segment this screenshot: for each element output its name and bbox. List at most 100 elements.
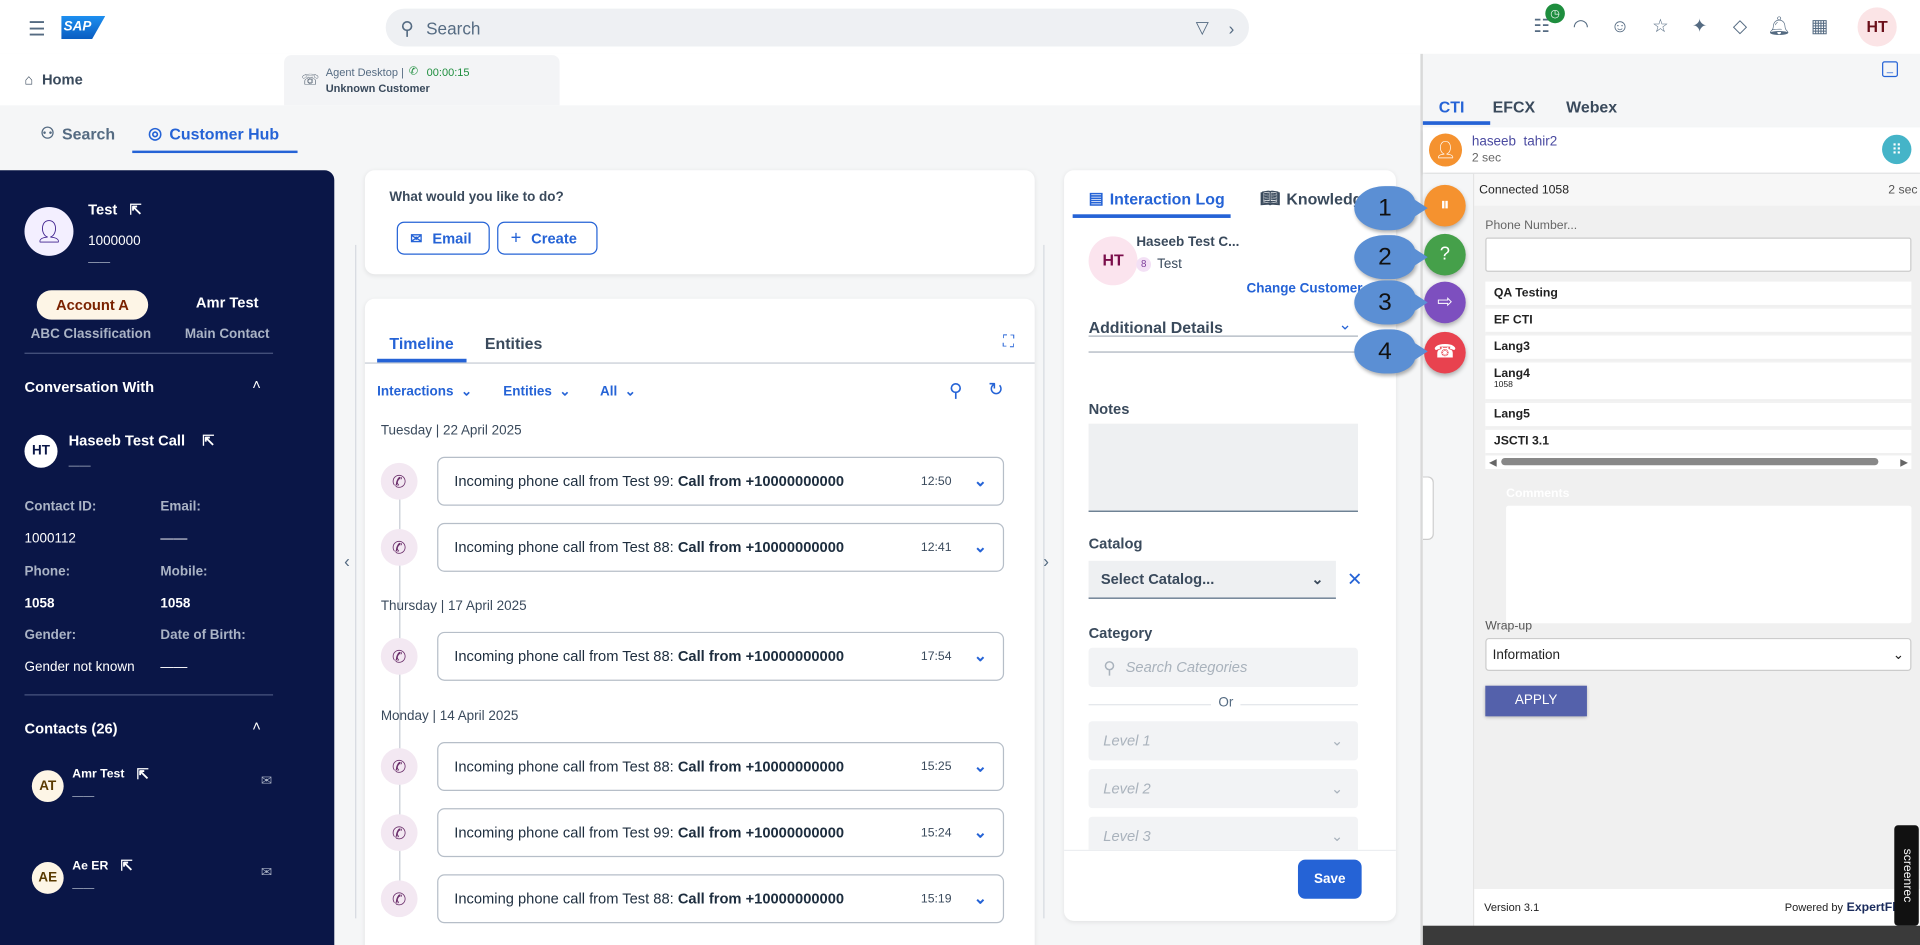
- interaction-queue-icon[interactable]: ☷ ◷: [1528, 3, 1565, 40]
- transfer-call-button[interactable]: ⇨: [1424, 281, 1466, 324]
- refresh-icon[interactable]: ↻: [988, 379, 1004, 401]
- external-link-icon[interactable]: ⇱: [129, 200, 142, 218]
- queue-item[interactable]: Lang4 1058: [1485, 362, 1912, 402]
- timeline-item[interactable]: Incoming phone call from Test 88: Call f…: [437, 522, 1005, 572]
- bottom-bar: [1422, 925, 1920, 945]
- dialpad-button[interactable]: ⠿: [1882, 134, 1912, 165]
- category-search-input[interactable]: ⚲ Search Categories: [1088, 647, 1358, 687]
- queue-item[interactable]: QA Testing: [1485, 281, 1912, 308]
- level-1-select[interactable]: Level 1 ⌄: [1088, 721, 1358, 761]
- consult-call-button[interactable]: ?: [1424, 233, 1466, 276]
- catalog-select[interactable]: Select Catalog... ⌄: [1088, 560, 1336, 599]
- clear-icon[interactable]: ✕: [1346, 569, 1363, 591]
- item-subject: Call from +10000000000: [677, 757, 845, 776]
- chevron-down-icon[interactable]: ⌄: [973, 646, 987, 665]
- chevron-down-icon[interactable]: ⌄: [973, 471, 987, 490]
- timeline-item[interactable]: Incoming phone call from Test 88: Call f…: [437, 631, 1005, 681]
- filter-icon[interactable]: ▽: [1195, 17, 1209, 37]
- grid-icon[interactable]: ▦: [1810, 15, 1829, 37]
- user-avatar[interactable]: HT: [1857, 7, 1897, 47]
- resize-handle[interactable]: [1422, 476, 1434, 541]
- level-label: Level 1: [1103, 732, 1151, 750]
- filter-entities[interactable]: Entities ⌄: [503, 383, 570, 399]
- tab-entities[interactable]: Entities: [484, 334, 543, 353]
- hold-call-button[interactable]: ⏸︎: [1424, 184, 1466, 227]
- star-icon[interactable]: ☆: [1652, 15, 1669, 37]
- chevron-right-icon[interactable]: ›: [1228, 17, 1235, 38]
- item-subject: Call from +10000000000: [677, 472, 845, 490]
- level-3-select[interactable]: Level 3 ⌄: [1088, 816, 1358, 856]
- menu-icon[interactable]: ☰: [28, 19, 46, 41]
- level-2-select[interactable]: Level 2 ⌄: [1088, 768, 1358, 809]
- timeline-item[interactable]: Incoming phone call from Test 88: Call f…: [437, 874, 1005, 924]
- sap-logo[interactable]: SAP: [61, 15, 106, 40]
- tab-efcx[interactable]: EFCX: [1492, 97, 1536, 117]
- queue-item[interactable]: JSCTI 3.1: [1485, 429, 1912, 456]
- change-customer-link[interactable]: Change Customer: [1246, 281, 1363, 297]
- chevron-down-icon[interactable]: ⌄: [1338, 314, 1352, 334]
- collapse-right-icon[interactable]: ›: [1043, 551, 1049, 571]
- filter-interactions[interactable]: Interactions ⌄: [377, 383, 472, 399]
- tab-interaction-log[interactable]: ▤ Interaction Log: [1089, 189, 1225, 209]
- search-icon[interactable]: ⚲: [948, 380, 963, 402]
- external-link-icon[interactable]: ⇱: [136, 765, 149, 783]
- subtab-customer-hub[interactable]: ◎ Customer Hub: [148, 124, 279, 144]
- ai-assist-icon[interactable]: ✦: [1691, 15, 1708, 37]
- chat-bot-icon[interactable]: ☺: [1610, 15, 1630, 37]
- queue-name: Lang4: [1493, 367, 1530, 381]
- tab-webex[interactable]: Webex: [1566, 97, 1618, 117]
- tab-knowledge[interactable]: 📖︎ Knowledge: [1260, 189, 1371, 209]
- save-button[interactable]: Save: [1297, 859, 1362, 899]
- wrapup-select[interactable]: Information ⌄: [1485, 637, 1912, 672]
- tab-cti[interactable]: CTI: [1438, 97, 1465, 117]
- apply-button[interactable]: APPLY: [1485, 685, 1587, 717]
- scroll-left-icon[interactable]: ◀: [1488, 456, 1497, 468]
- comments-textarea[interactable]: [1506, 505, 1912, 624]
- incoming-call-icon: ✆: [380, 637, 418, 675]
- subtab-search[interactable]: ⚇ Search: [40, 124, 115, 144]
- mail-icon[interactable]: ✉: [260, 773, 273, 789]
- chevron-down-icon[interactable]: ⌄: [973, 537, 987, 556]
- splitter[interactable]: [1043, 244, 1045, 919]
- queue-item[interactable]: EF CTI: [1485, 308, 1912, 335]
- filter-all[interactable]: All ⌄: [600, 383, 636, 399]
- timeline-item[interactable]: Incoming phone call from Test 88: Call f…: [437, 742, 1005, 792]
- minimize-icon[interactable]: _: [1882, 61, 1898, 78]
- external-link-icon[interactable]: ⇱: [120, 857, 133, 875]
- bell-icon[interactable]: 🔔︎: [1767, 15, 1791, 37]
- phone-number-input[interactable]: [1485, 237, 1912, 272]
- end-call-button[interactable]: ☎: [1424, 331, 1466, 374]
- headset-icon[interactable]: ◠: [1572, 15, 1589, 37]
- mail-icon[interactable]: ✉: [260, 865, 273, 881]
- chevron-up-icon[interactable]: ˄: [252, 717, 261, 735]
- tab-timeline[interactable]: Timeline: [389, 334, 454, 353]
- splitter[interactable]: [355, 244, 357, 919]
- chevron-down-icon[interactable]: ⌄: [973, 822, 987, 842]
- divider: [24, 352, 274, 354]
- collapse-left-icon[interactable]: ‹: [344, 551, 350, 571]
- chevron-up-icon[interactable]: ˄: [252, 375, 261, 394]
- scroll-thumb[interactable]: [1501, 457, 1879, 466]
- tab-agent-desktop[interactable]: ☏ Agent Desktop | ✆ 00:00:15 Unknown Custo…: [284, 55, 560, 106]
- contact-item[interactable]: AT Amr Test ⇱ —— ✉: [0, 765, 334, 819]
- notes-textarea[interactable]: [1088, 423, 1358, 512]
- tab-home[interactable]: ⌂ Home: [24, 71, 82, 88]
- contact-item[interactable]: AE Ae ER ⇱ —— ✉: [0, 857, 334, 911]
- subtab-search-label: Search: [62, 124, 116, 143]
- queue-item[interactable]: Lang5: [1485, 402, 1912, 429]
- search-input[interactable]: ⚲ Search ▽ ›: [385, 8, 1249, 47]
- document-icon: ▤: [1088, 188, 1104, 207]
- external-link-icon[interactable]: ⇱: [202, 432, 215, 450]
- email-button[interactable]: ✉ Email: [396, 221, 490, 255]
- horizontal-scrollbar[interactable]: ◀ ▶: [1485, 454, 1912, 469]
- chevron-down-icon[interactable]: ⌄: [973, 756, 987, 776]
- diamond-icon[interactable]: ◇: [1732, 15, 1748, 37]
- chevron-down-icon: ⌄: [1330, 732, 1344, 750]
- queue-item[interactable]: Lang3: [1485, 335, 1912, 362]
- timeline-item[interactable]: Incoming phone call from Test 99: Call f…: [437, 456, 1005, 506]
- fullscreen-icon[interactable]: ⛶: [1002, 331, 1015, 351]
- chevron-down-icon[interactable]: ⌄: [973, 888, 987, 908]
- create-button[interactable]: + Create: [497, 221, 598, 255]
- timeline-item[interactable]: Incoming phone call from Test 99: Call f…: [437, 808, 1005, 858]
- scroll-right-icon[interactable]: ▶: [1900, 456, 1908, 468]
